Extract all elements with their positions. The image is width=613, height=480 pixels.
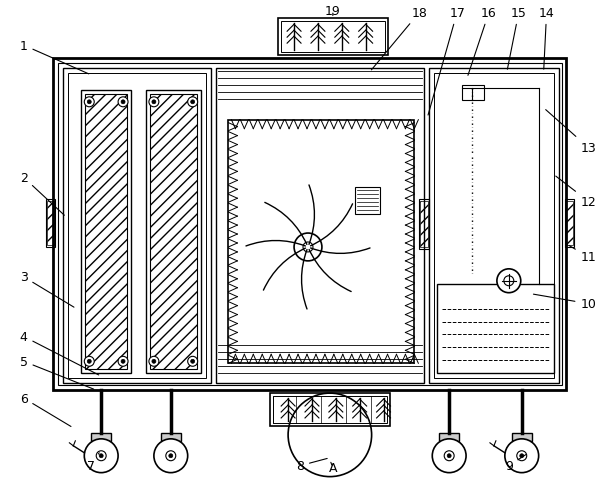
Circle shape bbox=[152, 101, 156, 105]
Text: 8: 8 bbox=[296, 458, 327, 472]
Bar bbox=[462, 86, 484, 101]
Circle shape bbox=[149, 97, 159, 108]
Bar bbox=[63, 69, 210, 384]
Bar bbox=[419, 200, 429, 250]
Bar bbox=[278, 19, 387, 56]
Text: 3: 3 bbox=[20, 271, 74, 308]
Circle shape bbox=[504, 276, 514, 286]
Bar bbox=[429, 69, 558, 384]
Bar bbox=[229, 120, 414, 363]
Circle shape bbox=[188, 357, 197, 367]
Text: 18: 18 bbox=[371, 7, 427, 71]
Text: 12: 12 bbox=[556, 177, 596, 208]
Circle shape bbox=[497, 269, 521, 293]
Circle shape bbox=[166, 451, 176, 461]
Bar bbox=[58, 64, 562, 385]
Text: 11: 11 bbox=[569, 246, 596, 264]
Bar bbox=[45, 200, 55, 248]
Bar bbox=[53, 59, 566, 390]
Bar bbox=[47, 202, 55, 245]
Text: 9: 9 bbox=[505, 455, 527, 472]
Bar bbox=[565, 200, 574, 248]
Text: 13: 13 bbox=[546, 110, 596, 155]
Circle shape bbox=[152, 360, 156, 363]
Circle shape bbox=[294, 234, 322, 261]
Bar bbox=[512, 433, 531, 441]
Text: 14: 14 bbox=[539, 7, 555, 70]
Circle shape bbox=[85, 357, 94, 367]
Text: 1: 1 bbox=[20, 39, 89, 75]
Circle shape bbox=[505, 439, 539, 473]
Circle shape bbox=[118, 97, 128, 108]
Circle shape bbox=[121, 360, 125, 363]
Bar bbox=[91, 433, 111, 441]
Bar bbox=[270, 393, 389, 426]
Text: 6: 6 bbox=[20, 392, 71, 427]
Text: 2: 2 bbox=[20, 171, 64, 216]
Circle shape bbox=[85, 439, 118, 473]
Text: 19: 19 bbox=[325, 5, 341, 18]
Circle shape bbox=[191, 101, 195, 105]
Bar bbox=[355, 188, 379, 215]
Bar bbox=[273, 396, 387, 423]
Circle shape bbox=[85, 97, 94, 108]
Text: 17: 17 bbox=[428, 7, 465, 116]
Circle shape bbox=[154, 439, 188, 473]
Circle shape bbox=[87, 360, 91, 363]
Circle shape bbox=[118, 357, 128, 367]
Bar bbox=[216, 69, 424, 384]
Text: A: A bbox=[329, 461, 337, 474]
Circle shape bbox=[87, 101, 91, 105]
Circle shape bbox=[169, 454, 173, 458]
Text: 16: 16 bbox=[468, 7, 497, 76]
Text: 10: 10 bbox=[533, 295, 596, 311]
Bar bbox=[434, 74, 554, 378]
Circle shape bbox=[188, 97, 197, 108]
Bar bbox=[146, 91, 200, 373]
Circle shape bbox=[96, 451, 106, 461]
Circle shape bbox=[99, 454, 103, 458]
Circle shape bbox=[517, 451, 527, 461]
Circle shape bbox=[191, 360, 195, 363]
Bar bbox=[69, 74, 205, 378]
Circle shape bbox=[149, 357, 159, 367]
Bar bbox=[437, 284, 554, 373]
Circle shape bbox=[303, 242, 313, 252]
Bar bbox=[82, 91, 131, 373]
Text: 7: 7 bbox=[87, 453, 99, 472]
Bar bbox=[421, 202, 428, 248]
Text: 15: 15 bbox=[508, 7, 527, 70]
Bar bbox=[150, 95, 197, 370]
Text: 5: 5 bbox=[20, 355, 94, 389]
Circle shape bbox=[121, 101, 125, 105]
Bar bbox=[161, 433, 181, 441]
Circle shape bbox=[447, 454, 451, 458]
Text: 4: 4 bbox=[20, 330, 99, 375]
Circle shape bbox=[444, 451, 454, 461]
Circle shape bbox=[520, 454, 524, 458]
Bar bbox=[440, 433, 459, 441]
Bar bbox=[281, 22, 384, 53]
Bar bbox=[85, 95, 127, 370]
Bar bbox=[566, 202, 573, 245]
Circle shape bbox=[432, 439, 466, 473]
